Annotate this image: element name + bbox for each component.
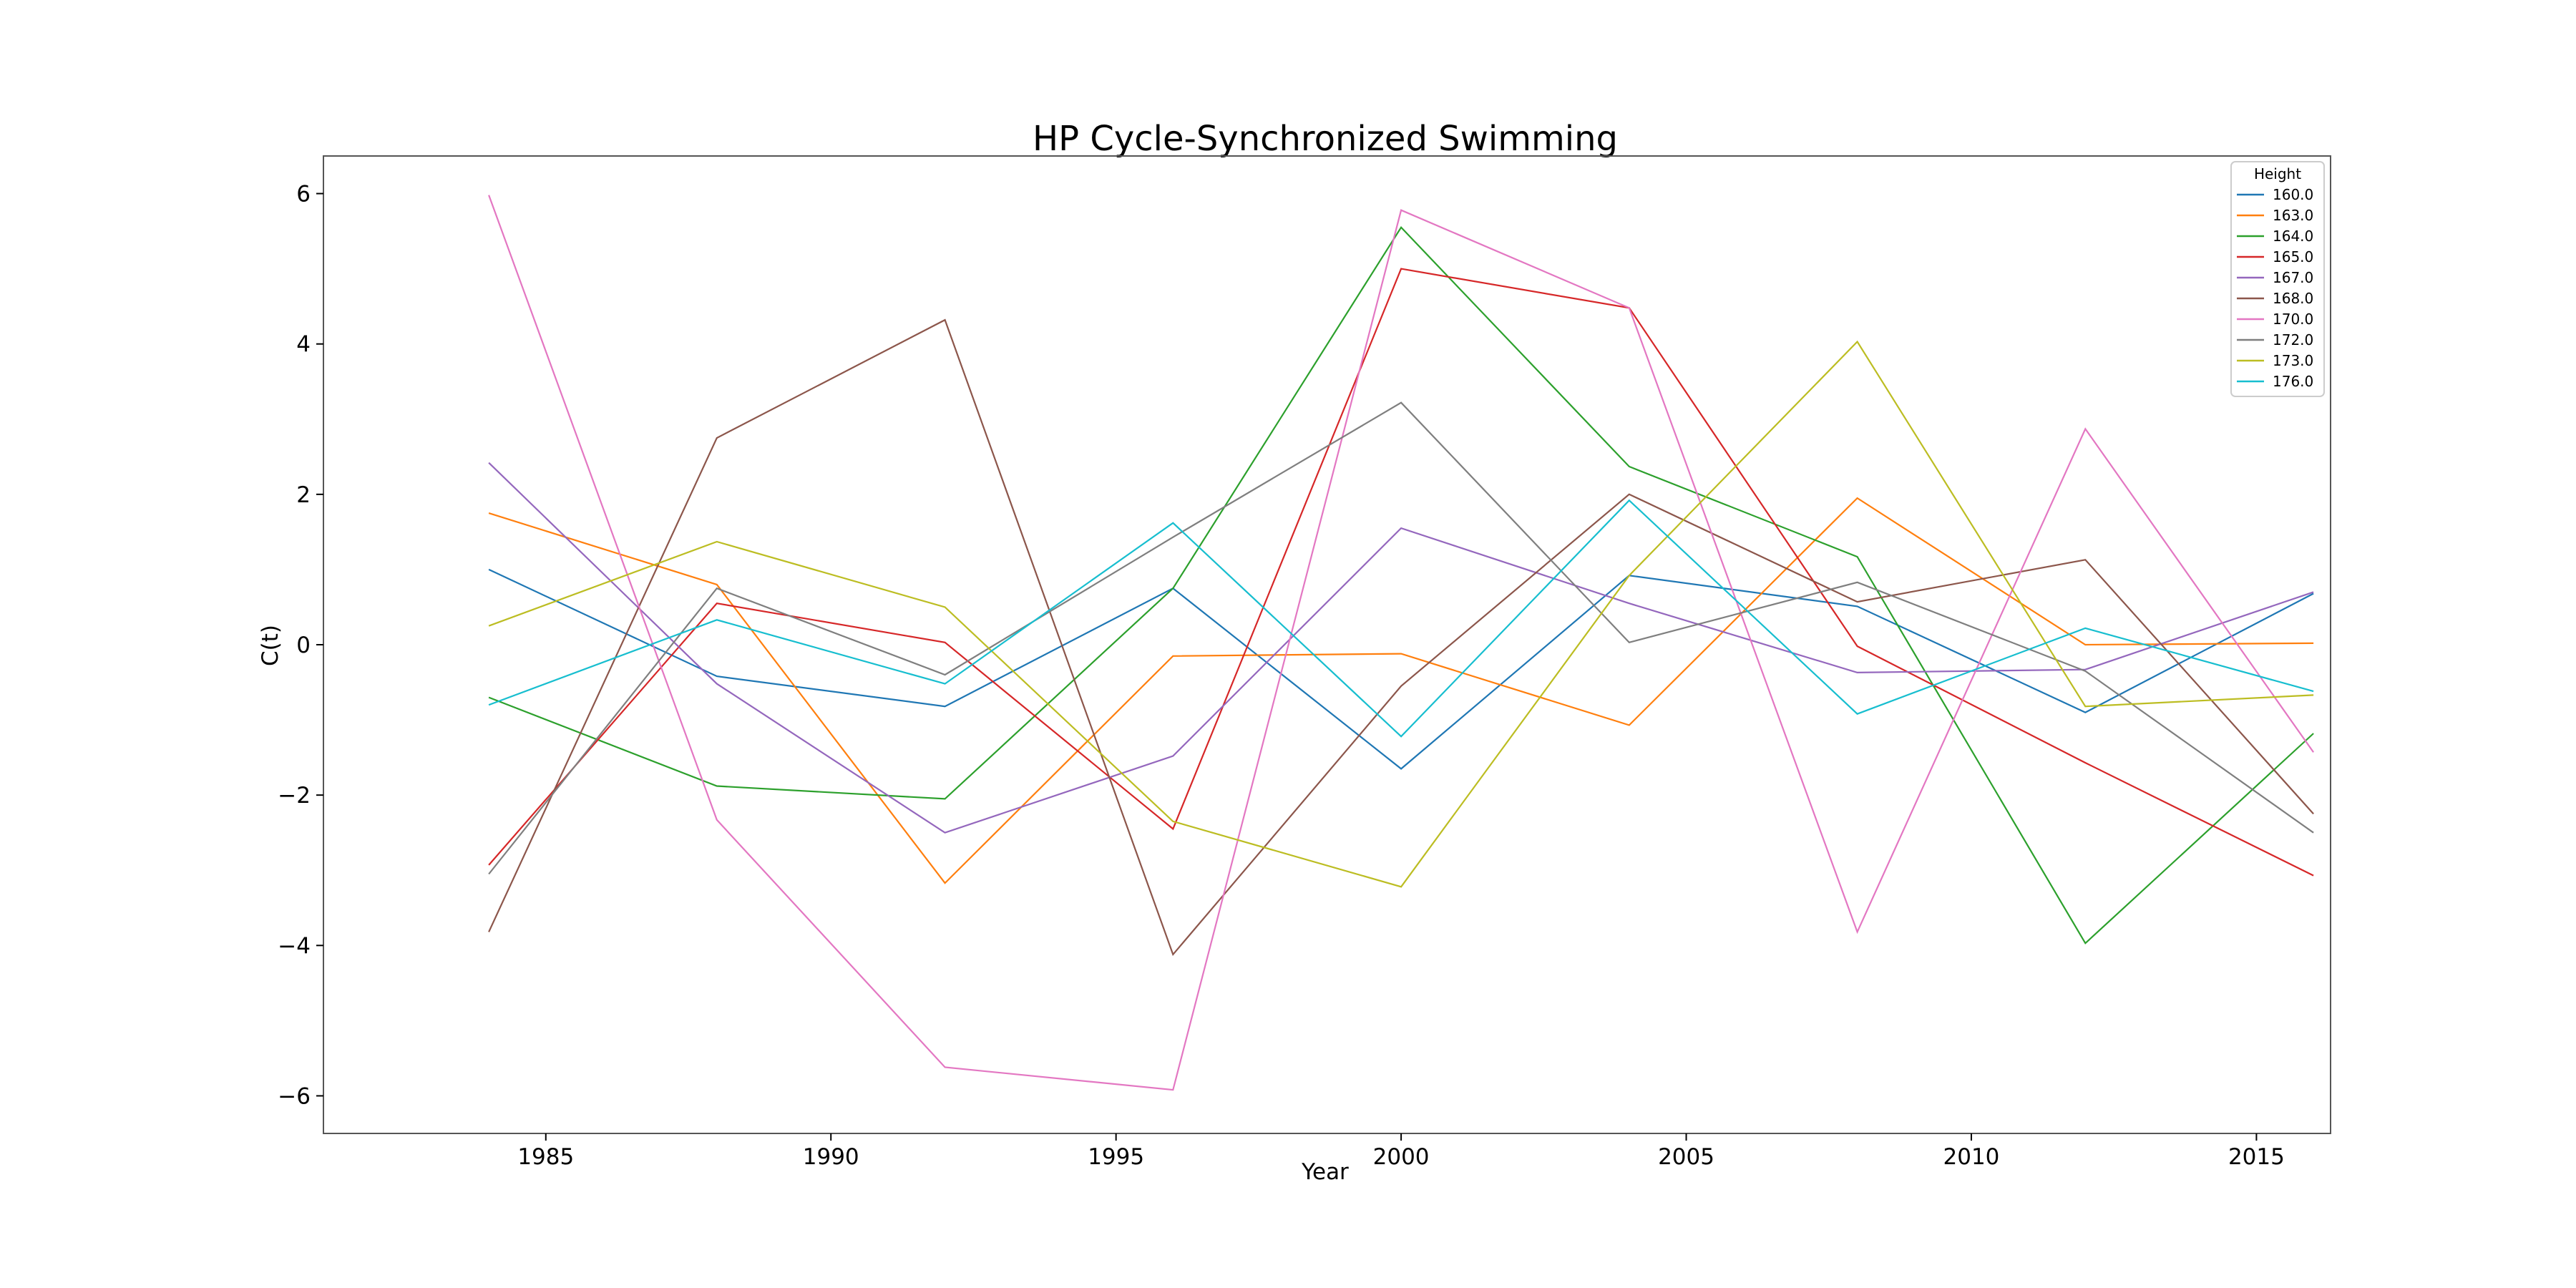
y-tick-label: 4: [296, 332, 311, 358]
legend-label-163.0: 163.0: [2273, 207, 2313, 224]
chart-title: HP Cycle-Synchronized Swimming: [1033, 119, 1618, 159]
y-tick-label: −4: [278, 933, 311, 959]
legend-label-172.0: 172.0: [2273, 331, 2313, 348]
series-line-170.0: [488, 195, 2314, 1091]
legend-label-164.0: 164.0: [2273, 228, 2313, 245]
y-tick-label: −6: [278, 1083, 311, 1109]
y-tick-label: −2: [278, 783, 311, 809]
x-tick-label: 2010: [1943, 1144, 2000, 1170]
x-tick-label: 1995: [1088, 1144, 1144, 1170]
y-axis: 6 4 2 0 −2 −4 −6: [278, 182, 323, 1109]
legend-label-170.0: 170.0: [2273, 311, 2313, 328]
series-line-168.0: [488, 318, 2314, 957]
x-tick-label: 2015: [2228, 1144, 2285, 1170]
legend-label-176.0: 176.0: [2273, 373, 2313, 390]
x-tick-label: 1990: [803, 1144, 859, 1170]
legend-title: Height: [2254, 165, 2301, 182]
y-axis-label: C(t): [258, 625, 283, 666]
x-axis: 1985 1990 1995 2000 2005 2010 2015: [517, 1133, 2285, 1170]
x-tick-label: 2005: [1658, 1144, 1714, 1170]
legend-label-167.0: 167.0: [2273, 269, 2313, 286]
y-tick-label: 2: [296, 482, 311, 508]
series-line-164.0: [488, 226, 2314, 945]
legend-label-168.0: 168.0: [2273, 290, 2313, 307]
series-line-165.0: [488, 268, 2314, 877]
series-line-173.0: [488, 340, 2314, 888]
legend: Height 160.0 163.0 164.0 165.0 167.0 168.0 170…: [2230, 161, 2325, 397]
series-layer: [488, 195, 2314, 1091]
legend-box: [2230, 161, 2325, 397]
legend-items: 160.0 163.0 164.0 165.0 167.0 168.0 170.0 172.0…: [2237, 186, 2313, 390]
series-line-160.0: [488, 568, 2314, 770]
legend-label-165.0: 165.0: [2273, 248, 2313, 265]
y-tick-label: 0: [296, 633, 311, 658]
x-tick-label: 1985: [517, 1144, 574, 1170]
series-line-167.0: [488, 462, 2314, 834]
x-tick-label: 2000: [1373, 1144, 1430, 1170]
y-tick-label: 6: [296, 182, 311, 208]
legend-label-160.0: 160.0: [2273, 186, 2313, 203]
plot-frame: [323, 155, 2331, 1134]
series-line-172.0: [488, 401, 2314, 875]
legend-label-173.0: 173.0: [2273, 352, 2313, 369]
x-axis-label: Year: [1301, 1159, 1349, 1185]
series-line-176.0: [488, 499, 2314, 738]
